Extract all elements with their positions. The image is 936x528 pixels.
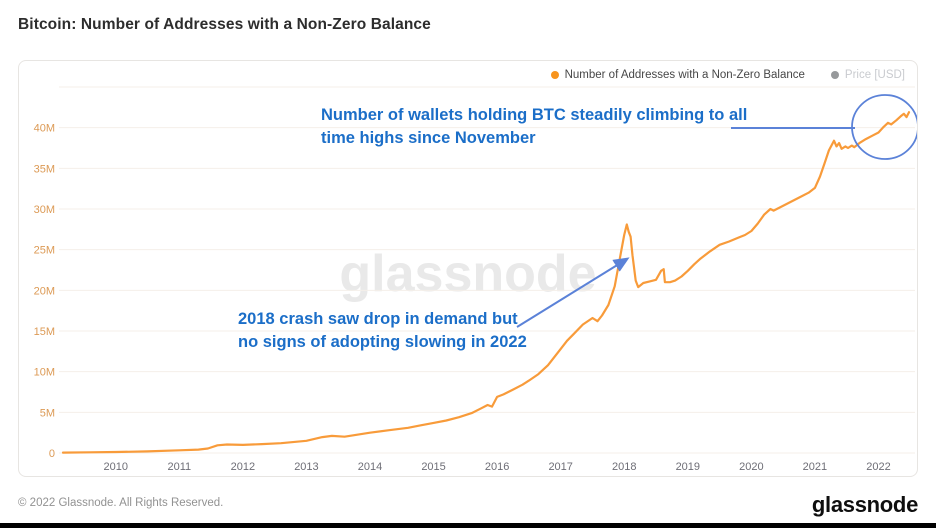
bottom-border-bar	[0, 523, 936, 528]
x-tick-label: 2015	[421, 461, 445, 473]
y-tick-label: 35M	[34, 163, 55, 175]
x-tick-label: 2013	[294, 461, 318, 473]
y-tick-label: 25M	[34, 245, 55, 257]
x-tick-label: 2010	[104, 461, 128, 473]
x-tick-label: 2012	[231, 461, 255, 473]
x-tick-label: 2020	[739, 461, 763, 473]
legend-item-price[interactable]: Price [USD]	[830, 69, 905, 81]
chart-panel: Number of Addresses with a Non-Zero Bala…	[18, 60, 918, 477]
annotation-arrow	[516, 257, 630, 328]
y-tick-label: 10M	[34, 367, 55, 379]
y-tick-label: 0	[49, 448, 55, 460]
annotation-mid-line1: 2018 crash saw drop in demand but	[238, 310, 518, 328]
y-axis-tick-labels: 0 5M 10M 15M 20M 25M 30M 35M 40M	[34, 123, 55, 460]
x-tick-label: 2022	[866, 461, 890, 473]
x-tick-label: 2021	[803, 461, 827, 473]
annotation-top-line2: time highs since November	[321, 129, 536, 147]
legend-dot-price-icon	[830, 71, 839, 79]
copyright-text: © 2022 Glassnode. All Rights Reserved.	[18, 497, 224, 509]
x-tick-label: 2019	[676, 461, 700, 473]
x-tick-label: 2018	[612, 461, 636, 473]
legend-dot-addresses-icon	[550, 71, 559, 79]
legend-label-price: Price [USD]	[844, 69, 905, 81]
chart-legend: Number of Addresses with a Non-Zero Bala…	[550, 69, 905, 81]
y-tick-label: 5M	[40, 407, 55, 419]
annotation-mid-line2: no signs of adopting slowing in 2022	[238, 333, 527, 351]
x-tick-label: 2017	[548, 461, 572, 473]
x-tick-label: 2016	[485, 461, 509, 473]
annotation-mid: 2018 crash saw drop in demand but no sig…	[238, 308, 527, 354]
legend-label-addresses: Number of Addresses with a Non-Zero Bala…	[564, 69, 805, 81]
x-tick-label: 2011	[167, 461, 191, 473]
y-tick-label: 20M	[34, 285, 55, 297]
addresses-series-line	[61, 111, 911, 454]
page-title: Bitcoin: Number of Addresses with a Non-…	[18, 16, 431, 33]
legend-item-addresses[interactable]: Number of Addresses with a Non-Zero Bala…	[550, 69, 805, 81]
glassnode-watermark: glassnode	[339, 245, 597, 303]
annotation-top-line1: Number of wallets holding BTC steadily c…	[321, 106, 748, 124]
y-tick-label: 40M	[34, 123, 55, 135]
y-tick-label: 15M	[34, 326, 55, 338]
highlight-circle	[851, 94, 917, 160]
glassnode-logo: glassnode	[811, 492, 918, 517]
x-tick-label: 2014	[358, 461, 382, 473]
x-axis-tick-labels: 2010 2011 2012 2013 2014 2015 2016 2017 2018 2019…	[104, 461, 891, 473]
y-tick-label: 30M	[34, 204, 55, 216]
annotation-top: Number of wallets holding BTC steadily c…	[321, 104, 747, 150]
